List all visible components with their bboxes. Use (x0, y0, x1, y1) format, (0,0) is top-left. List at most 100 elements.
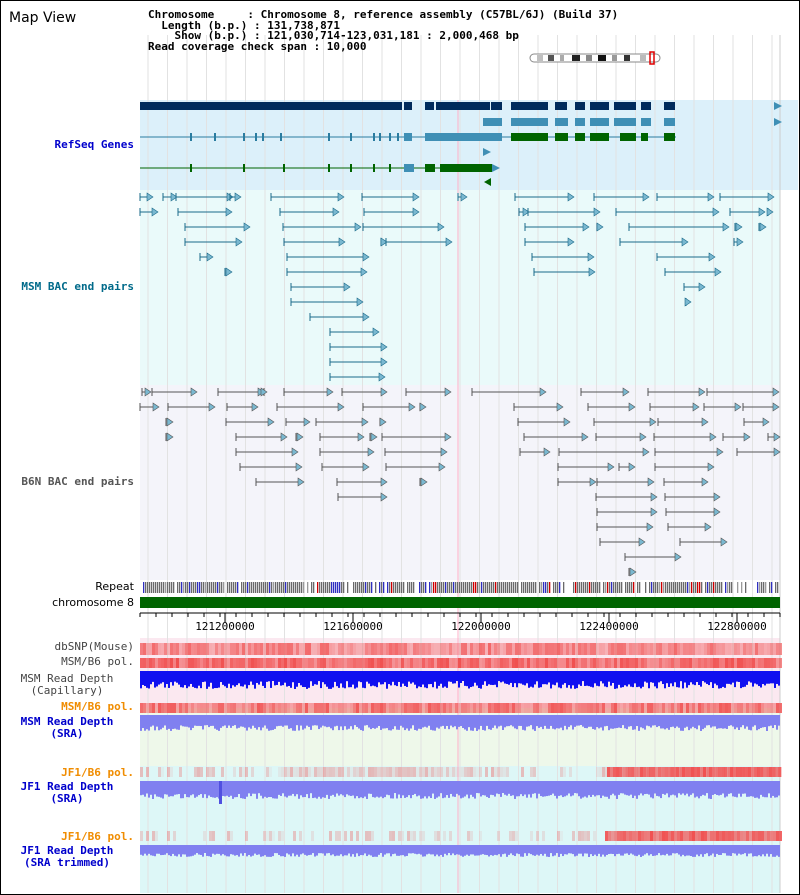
repeat-element (649, 582, 651, 593)
depth-bar (738, 845, 740, 854)
pol-cell (644, 831, 647, 841)
depth-bar (622, 671, 624, 688)
depth-bar (280, 781, 282, 796)
depth-bar (396, 845, 398, 856)
pol-cell (389, 831, 392, 841)
pol-cell (761, 831, 764, 841)
pol-cell (707, 703, 710, 713)
depth-bar (708, 845, 710, 857)
track-label-dbsnp[interactable]: dbSNP(Mouse) (54, 640, 134, 653)
pol-cell (695, 703, 698, 713)
depth-bar (528, 671, 530, 688)
track-label-jf1-depth-sra[interactable]: JF1 Read Depth (SRA) (20, 780, 114, 805)
repeat-element (535, 582, 537, 593)
pol-cell (473, 643, 476, 655)
depth-bar (278, 845, 280, 855)
repeat-element (549, 582, 551, 593)
track-label-jf1-depth-trimmed[interactable]: JF1 Read Depth (SRA trimmed) (20, 844, 114, 869)
depth-bar (530, 781, 532, 798)
pol-cell (494, 643, 497, 655)
repeat-element (317, 582, 319, 593)
depth-bar (760, 671, 762, 688)
depth-bar (572, 845, 574, 855)
bac-end-pair-arrow (225, 267, 233, 277)
depth-bar (764, 845, 766, 857)
depth-bar (582, 845, 584, 857)
track-label-msm-depth-capillary[interactable]: MSM Read Depth (Capillary) (20, 672, 114, 697)
depth-bar (278, 781, 280, 795)
track-label-jf1-pol-a[interactable]: JF1/B6 pol. (61, 766, 134, 779)
repeat-element (521, 582, 523, 593)
pol-cell (758, 643, 761, 655)
pol-cell (752, 643, 755, 655)
depth-bar (652, 845, 654, 856)
track-label-msm-bac[interactable]: MSM BAC end pairs (21, 280, 134, 293)
depth-bar (538, 845, 540, 856)
depth-bar (480, 781, 482, 797)
track-label-repeat[interactable]: Repeat (95, 580, 134, 593)
depth-bar (742, 781, 744, 794)
depth-bar (190, 781, 192, 796)
pol-cell (380, 658, 383, 668)
pol-cell (359, 767, 362, 777)
depth-bar (368, 715, 370, 728)
track-label-refseq[interactable]: RefSeq Genes (54, 138, 134, 151)
bac-end-pair-arrow (646, 522, 654, 532)
track-label-msm-pol-b[interactable]: MSM/B6 pol. (61, 700, 134, 713)
pol-cell (536, 831, 539, 841)
track-label-msm-pol-a[interactable]: MSM/B6 pol. (61, 655, 134, 668)
depth-bar (292, 845, 294, 854)
depth-bar (442, 671, 444, 688)
pol-cell (245, 767, 248, 777)
track-label-chromosome[interactable]: chromosome 8 (52, 596, 134, 609)
depth-bar (728, 715, 730, 726)
pol-cell (467, 658, 470, 668)
depth-bar (338, 845, 340, 856)
depth-bar (668, 671, 670, 687)
pol-cell (527, 658, 530, 668)
depth-bar (268, 671, 270, 682)
depth-bar (604, 781, 606, 797)
depth-bar (700, 781, 702, 797)
refseq-exon (262, 133, 264, 141)
pol-cell (635, 643, 638, 655)
pol-cell (605, 643, 608, 655)
repeat-element (763, 582, 765, 593)
pol-cell (140, 703, 143, 713)
depth-bar (372, 715, 374, 729)
bac-end-pair-arrow (642, 192, 650, 202)
repeat-element (387, 582, 389, 593)
bac-end-pair-arrow (380, 477, 388, 487)
depth-bar (474, 781, 476, 799)
depth-bar (500, 845, 502, 857)
repeat-element (297, 582, 299, 593)
pol-cell (284, 658, 287, 668)
depth-bar (316, 845, 318, 856)
pol-cell (188, 643, 191, 655)
pol-cell (347, 703, 350, 713)
pol-cell (554, 703, 557, 713)
pol-cell (650, 703, 653, 713)
depth-bar (534, 781, 536, 794)
repeat-element (663, 582, 665, 593)
track-label-jf1-pol-b[interactable]: JF1/B6 pol. (61, 830, 134, 843)
refseq-exon (511, 118, 548, 126)
depth-bar (310, 845, 312, 855)
pol-cell (155, 703, 158, 713)
pol-cell (752, 703, 755, 713)
bac-end-pair-arrow (190, 387, 198, 397)
pol-cell (605, 831, 608, 841)
pol-cell (743, 831, 746, 841)
bac-end-pair-arrow (337, 192, 345, 202)
track-label-msm-depth-sra[interactable]: MSM Read Depth (SRA) (20, 715, 114, 740)
repeat-element (699, 582, 701, 593)
depth-bar (276, 845, 278, 854)
pol-cell (620, 658, 623, 668)
track-label-b6n-bac[interactable]: B6N BAC end pairs (21, 475, 134, 488)
repeat-element (577, 582, 579, 593)
bac-end-pair-arrow (372, 327, 380, 337)
repeat-element (439, 582, 441, 593)
pol-cell (329, 767, 332, 777)
pol-cell (563, 703, 566, 713)
